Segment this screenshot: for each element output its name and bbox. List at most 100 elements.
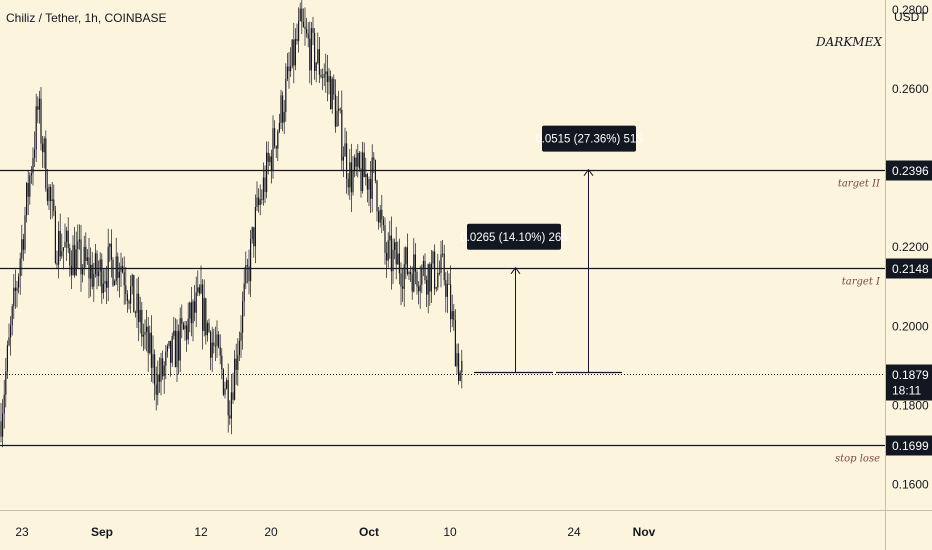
candle-body xyxy=(147,326,149,353)
candle-body xyxy=(448,283,450,285)
candle-body xyxy=(58,231,60,265)
candle-body xyxy=(43,138,45,153)
candle-body xyxy=(339,108,341,110)
level-note: stop lose xyxy=(835,454,880,465)
candle-body xyxy=(438,272,440,274)
candle-body xyxy=(160,358,162,382)
y-tick-label: 0.2600 xyxy=(892,82,929,96)
candle-body xyxy=(218,334,220,348)
candle-body xyxy=(77,241,79,250)
candle-body xyxy=(398,253,400,274)
candle-body xyxy=(181,318,183,324)
candle-body xyxy=(355,157,357,167)
candle-body xyxy=(235,358,237,370)
candle-body xyxy=(144,331,146,335)
candle-body xyxy=(30,173,32,176)
candle-body xyxy=(346,143,348,179)
candle-body xyxy=(46,188,48,201)
candle-body xyxy=(267,152,269,162)
candle-body xyxy=(266,152,268,193)
candle-body xyxy=(336,110,338,127)
y-tick-label: 0.2200 xyxy=(892,240,929,254)
candle-body xyxy=(384,225,386,253)
candle-body xyxy=(366,174,368,190)
candle-body xyxy=(131,274,133,287)
candle-body xyxy=(296,38,298,41)
candle-body xyxy=(138,293,140,323)
candle-body xyxy=(227,380,229,416)
candle-body xyxy=(222,369,224,395)
candle-body xyxy=(56,262,58,265)
candle-body xyxy=(354,157,356,171)
candle-body xyxy=(418,286,420,292)
candle-body xyxy=(66,230,68,242)
candle-body xyxy=(293,39,295,66)
candle-body xyxy=(174,330,176,368)
candle-body xyxy=(45,138,47,189)
candle-body xyxy=(378,211,380,223)
candle-body xyxy=(456,353,458,367)
candle-body xyxy=(334,94,336,127)
candle-body xyxy=(282,95,284,123)
candle-body xyxy=(278,122,280,132)
candle-body xyxy=(170,340,172,363)
candle-body xyxy=(363,152,365,178)
x-tick-label: Nov xyxy=(633,525,656,539)
candle-body xyxy=(104,281,106,284)
candle-body xyxy=(277,131,279,149)
candle-body xyxy=(246,265,248,267)
candle-body xyxy=(152,354,154,368)
candle-body xyxy=(59,231,61,257)
candle-body xyxy=(40,98,42,144)
candle-body xyxy=(13,287,15,307)
candle-body xyxy=(11,306,13,326)
candles xyxy=(0,0,463,448)
candle-body xyxy=(186,325,188,340)
candle-body xyxy=(325,71,327,75)
candle-body xyxy=(400,273,402,287)
level-lines: 0.2396 target II 0.2148 target I 0.1699 stop … xyxy=(0,160,932,465)
candle-body xyxy=(288,66,290,72)
measure-label: 0.0515 (27.36%) 515 xyxy=(535,134,642,146)
candle-body xyxy=(427,264,429,295)
candle-body xyxy=(437,272,439,288)
candle-body xyxy=(365,174,367,178)
candle-body xyxy=(136,293,138,313)
candle-body xyxy=(82,268,84,275)
candle-body xyxy=(362,152,364,191)
x-tick-label: 20 xyxy=(264,525,278,539)
candle-body xyxy=(88,257,90,279)
candle-body xyxy=(422,261,424,268)
candle-body xyxy=(38,98,40,110)
measure-annotation: 0.0515 (27.36%) 515 xyxy=(535,125,643,374)
candle-body xyxy=(390,235,392,272)
candle-body xyxy=(328,76,330,83)
candle-body xyxy=(389,235,391,241)
candle-body xyxy=(445,280,447,297)
candle-body xyxy=(8,337,10,346)
candle-body xyxy=(198,287,200,294)
candle-body xyxy=(189,302,191,319)
candle-body xyxy=(202,284,204,331)
candle-body xyxy=(224,388,226,395)
candle-body xyxy=(29,175,31,197)
candle-body xyxy=(234,358,236,400)
candle-body xyxy=(275,146,277,149)
candle-body xyxy=(323,74,325,78)
candle-body xyxy=(61,251,63,257)
candle-body xyxy=(133,274,135,313)
candle-body xyxy=(210,331,212,358)
y-axis-unit: USDT xyxy=(894,10,927,24)
candle-body xyxy=(286,66,288,79)
measure-label: 0.0265 (14.10%) 265 xyxy=(460,232,567,244)
candle-body xyxy=(3,394,5,414)
candle-body xyxy=(34,149,36,158)
candle-body xyxy=(440,254,442,274)
candle-body xyxy=(165,351,167,366)
candle-body xyxy=(413,254,415,292)
candle-body xyxy=(322,77,324,78)
candle-body xyxy=(446,283,448,297)
candle-body xyxy=(130,286,132,304)
candle-body xyxy=(98,271,100,277)
